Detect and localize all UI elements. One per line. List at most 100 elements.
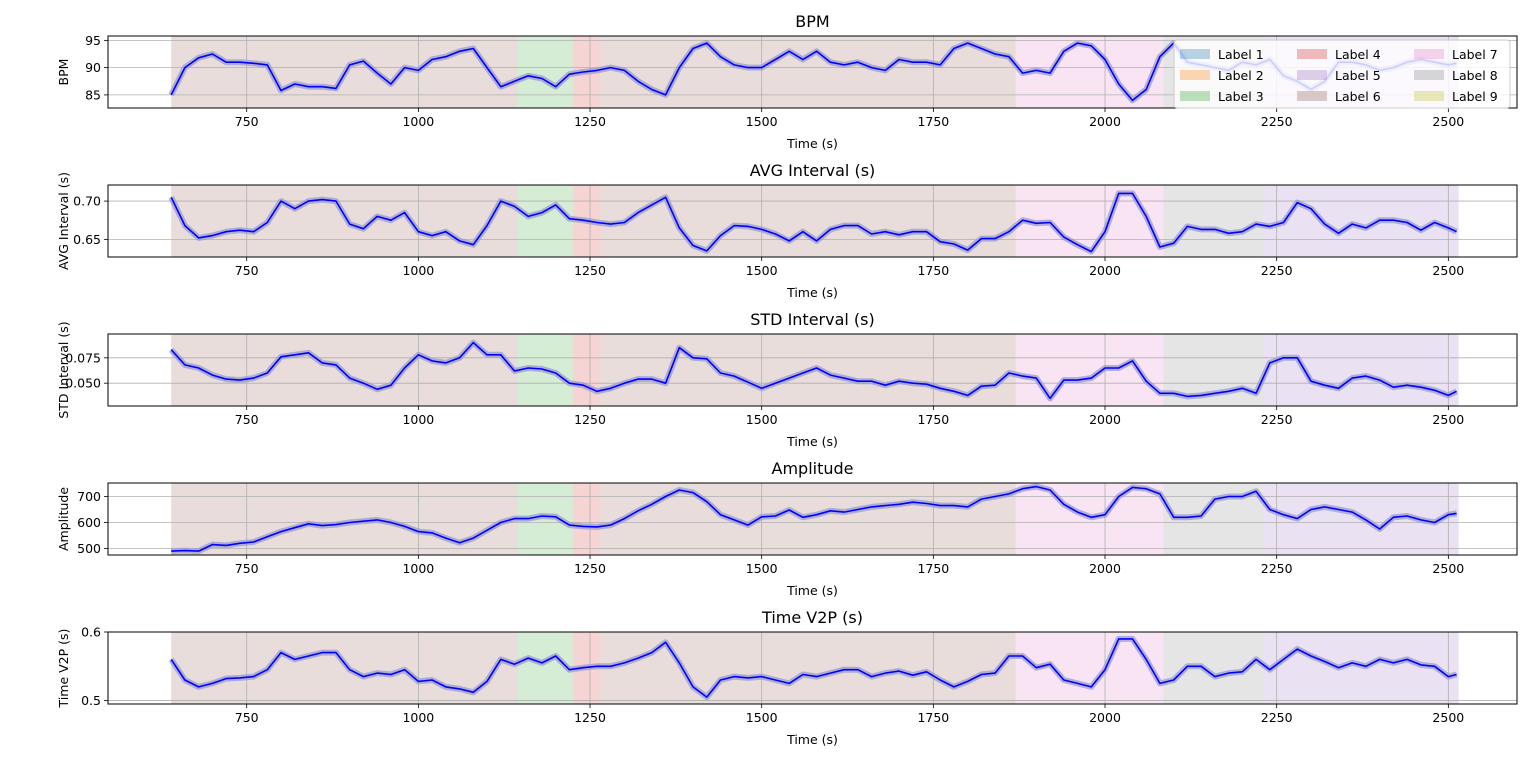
legend-entry-label: Label 1 xyxy=(1218,47,1264,62)
legend-entry-label: Label 5 xyxy=(1335,68,1381,83)
y-axis-label: AVG Interval (s) xyxy=(56,172,71,270)
axes-frame xyxy=(107,35,1518,109)
x-tick-label: 750 xyxy=(235,412,259,427)
x-tick-label: 1000 xyxy=(402,412,434,427)
x-tick-label: 2250 xyxy=(1261,263,1293,278)
x-tick-label: 2000 xyxy=(1089,412,1121,427)
y-tick-label: 0.075 xyxy=(65,350,101,365)
x-tick-label: 2500 xyxy=(1432,561,1464,576)
y-tick-label: 600 xyxy=(77,515,101,530)
axes-frame xyxy=(107,184,1518,258)
y-axis-label: Amplitude xyxy=(56,487,71,551)
x-axis-label: Time (s) xyxy=(786,732,838,747)
panel-3: 750 1000 1250 1500 1750 2000 2250 2500 0.050 0.07… xyxy=(56,310,1518,449)
series-line xyxy=(170,341,1457,400)
x-tick-label: 1500 xyxy=(746,412,778,427)
y-axis-label: STD Interval (s) xyxy=(56,321,71,418)
x-tick-label: 2500 xyxy=(1432,710,1464,725)
x-tick-label: 2250 xyxy=(1261,710,1293,725)
x-tick-label: 1750 xyxy=(917,412,949,427)
legend-swatch xyxy=(1297,49,1327,59)
x-axis-label: Time (s) xyxy=(786,285,838,300)
x-tick-label: 1000 xyxy=(402,561,434,576)
legend-swatch xyxy=(1297,70,1327,80)
x-tick-label: 1250 xyxy=(574,114,606,129)
x-tick-label: 1000 xyxy=(402,710,434,725)
x-tick-label: 2500 xyxy=(1432,114,1464,129)
panel-title: Time V2P (s) xyxy=(761,608,863,627)
x-tick-label: 1500 xyxy=(746,263,778,278)
x-tick-label: 1750 xyxy=(917,263,949,278)
region-band-label-5 xyxy=(1262,334,1459,406)
legend-entry-label: Label 7 xyxy=(1452,47,1498,62)
legend-entry-label: Label 6 xyxy=(1335,89,1381,104)
region-band-label-6 xyxy=(600,36,1016,108)
y-tick-label: 90 xyxy=(85,60,101,75)
region-band-label-5 xyxy=(1262,185,1459,257)
legend-box xyxy=(1173,39,1511,109)
y-tick-label: 0.65 xyxy=(73,232,101,247)
legend-swatch xyxy=(1414,91,1444,101)
x-tick-label: 1500 xyxy=(746,561,778,576)
legend: Label 1 Label 2 Label 3 Label 4 Label 5 Label… xyxy=(1173,39,1511,109)
x-tick-label: 1000 xyxy=(402,263,434,278)
x-tick-label: 1250 xyxy=(574,561,606,576)
x-axis-label: Time (s) xyxy=(786,136,838,151)
panel-5: 750 1000 1250 1500 1750 2000 2250 2500 0.5 0.6 Tim… xyxy=(56,608,1518,747)
y-axis-label: Time V2P (s) xyxy=(56,629,71,709)
panel-title: AVG Interval (s) xyxy=(750,161,876,180)
x-tick-label: 1750 xyxy=(917,114,949,129)
y-tick-label: 700 xyxy=(77,489,101,504)
x-tick-label: 750 xyxy=(235,114,259,129)
x-tick-label: 2500 xyxy=(1432,263,1464,278)
region-band-label-8 xyxy=(1163,185,1263,257)
legend-swatch xyxy=(1414,49,1444,59)
legend-entry-label: Label 4 xyxy=(1335,47,1381,62)
x-tick-label: 2250 xyxy=(1261,412,1293,427)
x-tick-label: 2000 xyxy=(1089,710,1121,725)
legend-entry-label: Label 9 xyxy=(1452,89,1498,104)
x-tick-label: 2000 xyxy=(1089,561,1121,576)
legend-entry-label: Label 8 xyxy=(1452,68,1498,83)
series-line xyxy=(170,638,1457,698)
panel-title: Amplitude xyxy=(772,459,854,478)
x-tick-label: 1250 xyxy=(574,412,606,427)
y-tick-label: 0.5 xyxy=(81,693,101,708)
x-axis-label: Time (s) xyxy=(786,583,838,598)
x-tick-label: 2000 xyxy=(1089,263,1121,278)
panel-4: 750 1000 1250 1500 1750 2000 2250 2500 500 600 700… xyxy=(56,459,1518,598)
x-tick-label: 1000 xyxy=(402,114,434,129)
x-tick-label: 2250 xyxy=(1261,114,1293,129)
region-band-label-4 xyxy=(572,483,601,555)
axes-frame xyxy=(107,631,1518,705)
legend-entry-label: Label 2 xyxy=(1218,68,1264,83)
region-band-label-4 xyxy=(572,334,601,406)
x-tick-label: 750 xyxy=(235,561,259,576)
x-tick-label: 1250 xyxy=(574,263,606,278)
panel-title: STD Interval (s) xyxy=(750,310,875,329)
x-tick-label: 750 xyxy=(235,710,259,725)
axes-frame xyxy=(107,333,1518,407)
y-tick-label: 500 xyxy=(77,541,101,556)
y-tick-label: 0.6 xyxy=(81,625,101,640)
y-tick-label: 0.050 xyxy=(65,376,101,391)
region-band-label-3 xyxy=(517,185,573,257)
x-tick-label: 2000 xyxy=(1089,114,1121,129)
series-line xyxy=(171,485,1457,552)
legend-swatch xyxy=(1180,70,1210,80)
legend-swatch xyxy=(1297,91,1327,101)
series-line xyxy=(170,192,1457,253)
legend-entry-label: Label 3 xyxy=(1218,89,1264,104)
x-tick-label: 1750 xyxy=(917,710,949,725)
y-tick-label: 95 xyxy=(85,33,101,48)
panel-2: 750 1000 1250 1500 1750 2000 2250 25000.650.70A… xyxy=(56,161,1518,300)
region-band-label-3 xyxy=(517,36,573,108)
legend-swatch xyxy=(1180,49,1210,59)
x-tick-label: 1250 xyxy=(574,710,606,725)
legend-swatch xyxy=(1180,91,1210,101)
x-tick-label: 2250 xyxy=(1261,561,1293,576)
x-tick-label: 1500 xyxy=(746,710,778,725)
axes-frame xyxy=(107,482,1518,556)
x-tick-label: 1500 xyxy=(746,114,778,129)
